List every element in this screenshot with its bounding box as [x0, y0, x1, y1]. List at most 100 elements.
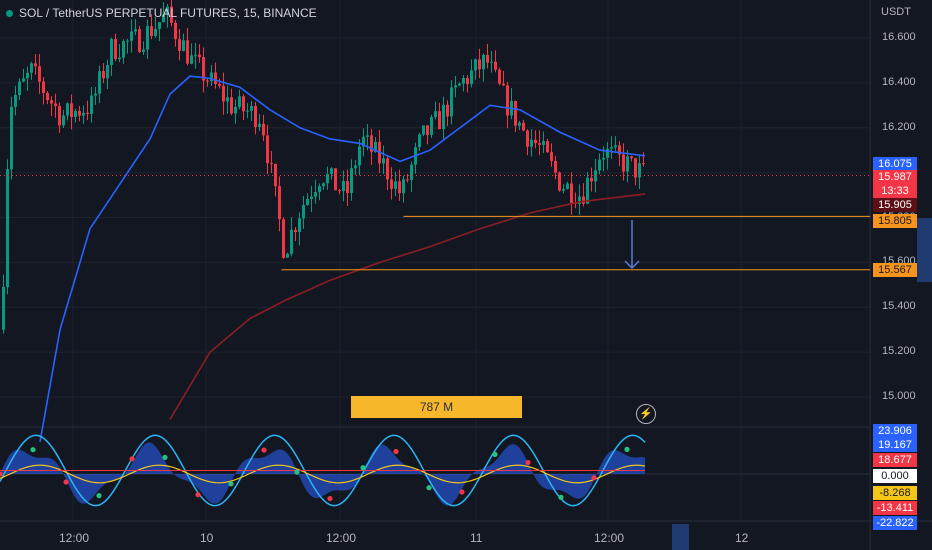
- candle-body: [254, 105, 257, 128]
- candle-body: [334, 168, 337, 191]
- candle-body: [294, 229, 297, 232]
- price-axis-label: 15.200: [882, 345, 916, 358]
- candle-body: [6, 169, 9, 288]
- oscillator-signal-line: [0, 464, 646, 484]
- price-axis-label: 16.200: [882, 120, 916, 133]
- candle-body: [58, 106, 61, 126]
- candle-body: [94, 93, 97, 96]
- candle-body: [406, 179, 409, 181]
- candle-body: [398, 181, 401, 194]
- candle-body: [522, 122, 525, 131]
- candle-body: [474, 59, 477, 71]
- candle-body: [230, 97, 233, 114]
- candle-body: [362, 136, 365, 147]
- candle-body: [354, 165, 357, 169]
- candle-body: [178, 39, 181, 51]
- candle-body: [402, 179, 405, 194]
- candle-body: [342, 180, 345, 192]
- candle-body: [246, 110, 249, 112]
- candle-body: [514, 100, 517, 126]
- candle-body: [74, 110, 77, 117]
- candle-body: [458, 83, 461, 86]
- candle-body: [386, 158, 389, 180]
- market-status-dot: [6, 10, 13, 18]
- candle-body: [90, 95, 93, 114]
- price-axis-label: 15.000: [882, 390, 916, 402]
- candle-body: [122, 41, 125, 58]
- candle-body: [394, 181, 397, 189]
- oscillator-signal-dot: [162, 454, 168, 460]
- oscillator-value-tag: 0.000: [873, 469, 917, 483]
- candle-body: [234, 106, 237, 114]
- candle-body: [126, 40, 129, 42]
- candle-body: [190, 55, 193, 64]
- oscillator-value-tag: -8.268: [873, 486, 917, 500]
- candle-body: [110, 39, 113, 65]
- candle-body: [558, 172, 561, 191]
- candle-body: [430, 117, 433, 136]
- candle-body: [98, 71, 101, 94]
- candle-body: [238, 96, 241, 107]
- price-tag: 15.567: [873, 263, 917, 277]
- candle-body: [306, 198, 309, 205]
- candle-body: [50, 100, 53, 104]
- candle-body: [554, 160, 557, 173]
- candle-body: [198, 54, 201, 58]
- candle-body: [638, 163, 641, 178]
- oscillator-signal-dot: [261, 447, 267, 453]
- currency-label[interactable]: USDT: [881, 6, 911, 18]
- symbol-title: SOL / TetherUS PERPETUAL FUTURES, 15, BI…: [6, 6, 317, 20]
- price-axis-label: 16.400: [882, 75, 916, 88]
- candle-body: [270, 163, 273, 165]
- time-axis-label: 12:00: [59, 531, 90, 545]
- time-axis-label: 11: [470, 531, 483, 545]
- candle-body: [482, 54, 485, 70]
- candle-body: [174, 22, 177, 40]
- price-tag: 15.987: [873, 170, 917, 184]
- candle-body: [166, 6, 169, 15]
- candle-body: [10, 106, 13, 170]
- candle-body: [146, 26, 149, 50]
- candle-body: [182, 40, 185, 51]
- candle-body: [194, 54, 197, 56]
- oscillator-signal-dot: [426, 485, 432, 491]
- slow-moving-average: [169, 193, 646, 420]
- candle-body: [302, 204, 305, 219]
- candle-body: [438, 111, 441, 130]
- candle-body: [598, 159, 601, 171]
- candle-body: [422, 125, 425, 135]
- candle-body: [570, 183, 573, 203]
- candle-body: [370, 135, 373, 152]
- candle-body: [38, 66, 41, 82]
- candle-body: [634, 158, 637, 178]
- candle-body: [374, 141, 377, 152]
- lightning-icon[interactable]: ⚡: [636, 404, 656, 424]
- candle-body: [426, 125, 429, 136]
- price-axis-label: 15.400: [882, 300, 916, 313]
- candle-body: [610, 147, 613, 149]
- candle-body: [14, 94, 17, 107]
- candle-body: [614, 145, 617, 148]
- candle-body: [222, 85, 225, 102]
- candle-body: [594, 170, 597, 182]
- oscillator-signal-dot: [492, 451, 498, 457]
- candle-body: [310, 196, 313, 199]
- candle-body: [642, 163, 645, 165]
- oscillator-signal-dot: [558, 494, 564, 500]
- candle-body: [498, 69, 501, 84]
- candle-body: [526, 130, 529, 147]
- candle-body: [382, 158, 385, 164]
- candle-body: [114, 39, 117, 60]
- oscillator-signal-dot: [30, 447, 36, 453]
- candle-body: [206, 80, 209, 82]
- candle-body: [418, 134, 421, 148]
- oscillator-signal-dot: [591, 475, 597, 481]
- candle-body: [506, 85, 509, 116]
- oscillator-signal-dot: [228, 481, 234, 487]
- time-axis-label: 12:00: [594, 531, 625, 545]
- price-tag: 15.905: [873, 198, 917, 212]
- candle-body: [366, 135, 369, 137]
- candle-body: [562, 188, 565, 191]
- candle-body: [154, 28, 157, 37]
